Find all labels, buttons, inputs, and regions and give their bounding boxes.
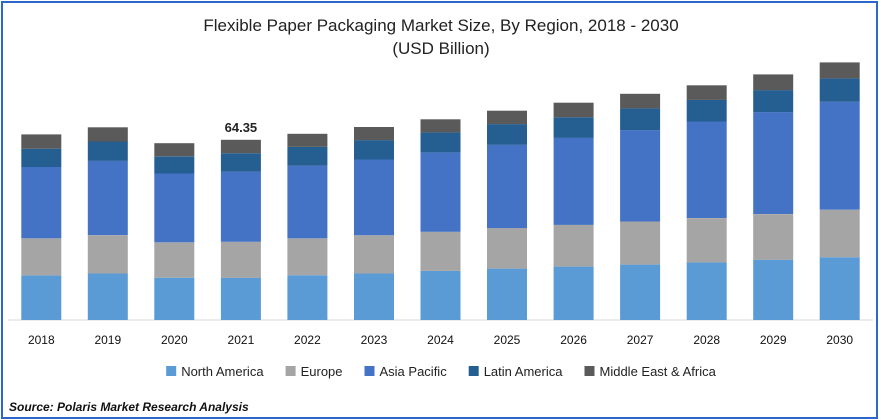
bars-group bbox=[21, 62, 860, 320]
x-tick-2025: 2025 bbox=[494, 333, 521, 347]
bar-segment-2024-europe bbox=[420, 231, 461, 271]
x-tick-2026: 2026 bbox=[560, 333, 587, 347]
x-tick-2030: 2030 bbox=[826, 333, 853, 347]
bar-segment-2026-north-america bbox=[553, 266, 594, 320]
bar-segment-2025-latin-america bbox=[487, 124, 527, 145]
bar-segment-2025-asia-pacific bbox=[487, 145, 527, 229]
bar-segment-2021-middle-east-africa bbox=[220, 139, 261, 154]
bar-segment-2021-latin-america bbox=[220, 153, 261, 172]
bar-segment-2024-north-america bbox=[420, 270, 461, 320]
bar-segment-2024-middle-east-africa bbox=[420, 119, 461, 133]
bar-segment-2022-europe bbox=[287, 238, 328, 276]
bar-segment-2026-latin-america bbox=[553, 117, 594, 138]
legend-swatch-europe bbox=[285, 366, 296, 376]
bar-segment-2022-latin-america bbox=[287, 147, 328, 166]
x-tick-2021: 2021 bbox=[228, 333, 255, 347]
legend-swatch-latin-america bbox=[468, 366, 479, 376]
bar-segment-2027-europe bbox=[620, 221, 661, 265]
stacked-bar-chart: Flexible Paper Packaging Market Size, By… bbox=[8, 16, 873, 414]
legend-swatch-north-america bbox=[166, 366, 177, 376]
bar-segment-2029-middle-east-africa bbox=[753, 74, 794, 91]
x-tick-2022: 2022 bbox=[294, 333, 321, 347]
bar-segment-2029-latin-america bbox=[753, 90, 794, 113]
bar-segment-2026-europe bbox=[553, 224, 594, 267]
bar-segment-2026-asia-pacific bbox=[553, 137, 594, 225]
bar-segment-2022-middle-east-africa bbox=[287, 133, 328, 147]
bar-segment-2023-north-america bbox=[354, 273, 394, 320]
bar-segment-2018-latin-america bbox=[21, 148, 62, 167]
bar-segment-2022-north-america bbox=[287, 275, 328, 320]
bar-segment-2019-north-america bbox=[87, 273, 128, 320]
bar-segment-2020-asia-pacific bbox=[154, 173, 195, 243]
bar-segment-2029-europe bbox=[753, 214, 794, 260]
bar-segment-2018-north-america bbox=[21, 275, 62, 320]
bar-segment-2027-middle-east-africa bbox=[620, 93, 661, 109]
x-tick-2024: 2024 bbox=[427, 333, 454, 347]
x-tick-2020: 2020 bbox=[161, 333, 188, 347]
bar-segment-2020-north-america bbox=[154, 277, 195, 320]
bar-segment-2025-north-america bbox=[487, 268, 527, 320]
bar-segment-2024-latin-america bbox=[420, 132, 461, 153]
bar-segment-2030-middle-east-africa bbox=[819, 62, 860, 79]
bar-segment-2028-europe bbox=[686, 218, 727, 263]
bar-segment-2018-middle-east-africa bbox=[21, 134, 62, 149]
x-tick-labels: 2018 2019 2020 2021 2022 2023 2024 2025 2026 2027… bbox=[28, 333, 853, 347]
bar-segment-2021-north-america bbox=[220, 277, 261, 320]
bar-segment-2019-europe bbox=[87, 235, 128, 274]
bar-segment-2030-asia-pacific bbox=[819, 101, 860, 210]
bar-segment-2027-latin-america bbox=[620, 108, 661, 131]
bar-segment-2029-north-america bbox=[753, 259, 794, 320]
chart-title: Flexible Paper Packaging Market Size, By… bbox=[203, 16, 678, 35]
bar-segment-2023-middle-east-africa bbox=[354, 127, 394, 141]
x-tick-2023: 2023 bbox=[361, 333, 388, 347]
source-note: Source: Polaris Market Research Analysis bbox=[9, 400, 249, 414]
bar-segment-2025-europe bbox=[487, 228, 527, 269]
x-tick-2027: 2027 bbox=[627, 333, 654, 347]
legend-swatch-asia-pacific bbox=[364, 366, 375, 376]
x-tick-2019: 2019 bbox=[94, 333, 121, 347]
bar-segment-2020-middle-east-africa bbox=[154, 143, 195, 157]
legend: North America Europe Asia Pacific Latin Ame… bbox=[166, 364, 717, 379]
bar-segment-2028-latin-america bbox=[686, 99, 727, 122]
bar-segment-2026-middle-east-africa bbox=[553, 102, 594, 118]
legend-label-europe: Europe bbox=[301, 364, 343, 379]
bar-segment-2029-asia-pacific bbox=[753, 112, 794, 214]
bar-segment-2019-asia-pacific bbox=[87, 160, 128, 236]
x-tick-2028: 2028 bbox=[693, 333, 720, 347]
bar-segment-2024-asia-pacific bbox=[420, 152, 461, 232]
bar-segment-2018-asia-pacific bbox=[21, 166, 62, 239]
bar-segment-2028-middle-east-africa bbox=[686, 85, 727, 100]
legend-swatch-middle-east-africa bbox=[584, 366, 595, 376]
bar-segment-2028-asia-pacific bbox=[686, 121, 727, 218]
x-tick-2018: 2018 bbox=[28, 333, 55, 347]
bar-segment-2019-middle-east-africa bbox=[87, 127, 128, 142]
legend-label-north-america: North America bbox=[181, 364, 264, 379]
bar-segment-2019-latin-america bbox=[87, 141, 128, 161]
bar-segment-2023-asia-pacific bbox=[354, 159, 394, 236]
bar-segment-2027-north-america bbox=[620, 264, 661, 320]
bar-segment-2021-asia-pacific bbox=[220, 171, 261, 242]
x-tick-2029: 2029 bbox=[760, 333, 787, 347]
bar-segment-2027-asia-pacific bbox=[620, 130, 661, 222]
data-labels-group: 64.35 bbox=[225, 120, 258, 135]
legend-label-asia-pacific: Asia Pacific bbox=[380, 364, 448, 379]
bar-segment-2030-north-america bbox=[819, 257, 860, 320]
bar-segment-2030-europe bbox=[819, 209, 860, 258]
bar-segment-2021-europe bbox=[220, 241, 261, 278]
bar-segment-2020-europe bbox=[154, 242, 195, 278]
bar-segment-2018-europe bbox=[21, 238, 62, 276]
bar-segment-2020-latin-america bbox=[154, 156, 195, 174]
bar-segment-2022-asia-pacific bbox=[287, 165, 328, 239]
bar-segment-2023-europe bbox=[354, 235, 394, 274]
bar-segment-2025-middle-east-africa bbox=[487, 110, 527, 125]
data-label-2021: 64.35 bbox=[225, 120, 258, 135]
bar-segment-2030-latin-america bbox=[819, 78, 860, 102]
bar-segment-2023-latin-america bbox=[354, 140, 394, 160]
chart-subtitle: (USD Billion) bbox=[392, 39, 489, 58]
legend-label-middle-east-africa: Middle East & Africa bbox=[600, 364, 717, 379]
bar-segment-2028-north-america bbox=[686, 262, 727, 320]
legend-label-latin-america: Latin America bbox=[484, 364, 564, 379]
